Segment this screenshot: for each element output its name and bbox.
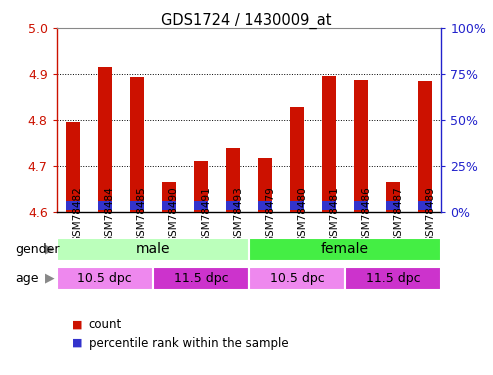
Text: male: male [136, 242, 170, 256]
Text: 11.5 dpc: 11.5 dpc [366, 272, 421, 285]
Bar [258, 201, 272, 210]
Text: 10.5 dpc: 10.5 dpc [270, 272, 324, 285]
Bar [153, 267, 249, 290]
Bar [258, 158, 272, 212]
Bar [162, 182, 176, 212]
Bar [386, 201, 400, 210]
Text: 11.5 dpc: 11.5 dpc [174, 272, 228, 285]
Bar [98, 67, 112, 212]
Text: count: count [89, 318, 122, 331]
Bar [130, 201, 144, 210]
Bar [354, 80, 368, 212]
Bar [322, 76, 336, 212]
Text: GSM78482: GSM78482 [73, 186, 83, 243]
Text: percentile rank within the sample: percentile rank within the sample [89, 337, 288, 350]
Text: GSM78493: GSM78493 [233, 186, 243, 243]
Bar [345, 267, 441, 290]
Text: ■: ■ [71, 320, 82, 329]
Bar [418, 201, 432, 210]
Bar [130, 77, 144, 212]
Bar [66, 201, 80, 210]
Bar [290, 107, 304, 212]
Text: GSM78487: GSM78487 [393, 186, 403, 243]
Text: female: female [321, 242, 369, 256]
Text: age: age [15, 272, 38, 285]
Text: GSM78481: GSM78481 [329, 186, 339, 243]
Bar [386, 182, 400, 212]
Bar [249, 238, 441, 261]
Text: GDS1724 / 1430009_at: GDS1724 / 1430009_at [161, 13, 332, 29]
Text: GSM78490: GSM78490 [169, 186, 179, 243]
Bar [354, 201, 368, 210]
Text: ■: ■ [71, 338, 82, 348]
Text: GSM78486: GSM78486 [361, 186, 371, 243]
Text: ▶: ▶ [44, 243, 54, 256]
Text: GSM78484: GSM78484 [105, 186, 115, 243]
Text: GSM78491: GSM78491 [201, 186, 211, 243]
Text: GSM78489: GSM78489 [425, 186, 435, 243]
Text: GSM78480: GSM78480 [297, 186, 307, 243]
Text: gender: gender [15, 243, 59, 256]
Bar [194, 201, 208, 210]
Bar [226, 201, 240, 210]
Bar [57, 238, 249, 261]
Text: ▶: ▶ [44, 272, 54, 285]
Bar [249, 267, 345, 290]
Bar [194, 161, 208, 212]
Bar [418, 81, 432, 212]
Text: 10.5 dpc: 10.5 dpc [77, 272, 132, 285]
Bar [98, 201, 112, 210]
Text: GSM78479: GSM78479 [265, 186, 275, 243]
Text: GSM78485: GSM78485 [137, 186, 147, 243]
Bar [290, 201, 304, 210]
Bar [162, 201, 176, 210]
Bar [66, 122, 80, 212]
Bar [57, 267, 153, 290]
Bar [322, 201, 336, 210]
Bar [226, 147, 240, 212]
